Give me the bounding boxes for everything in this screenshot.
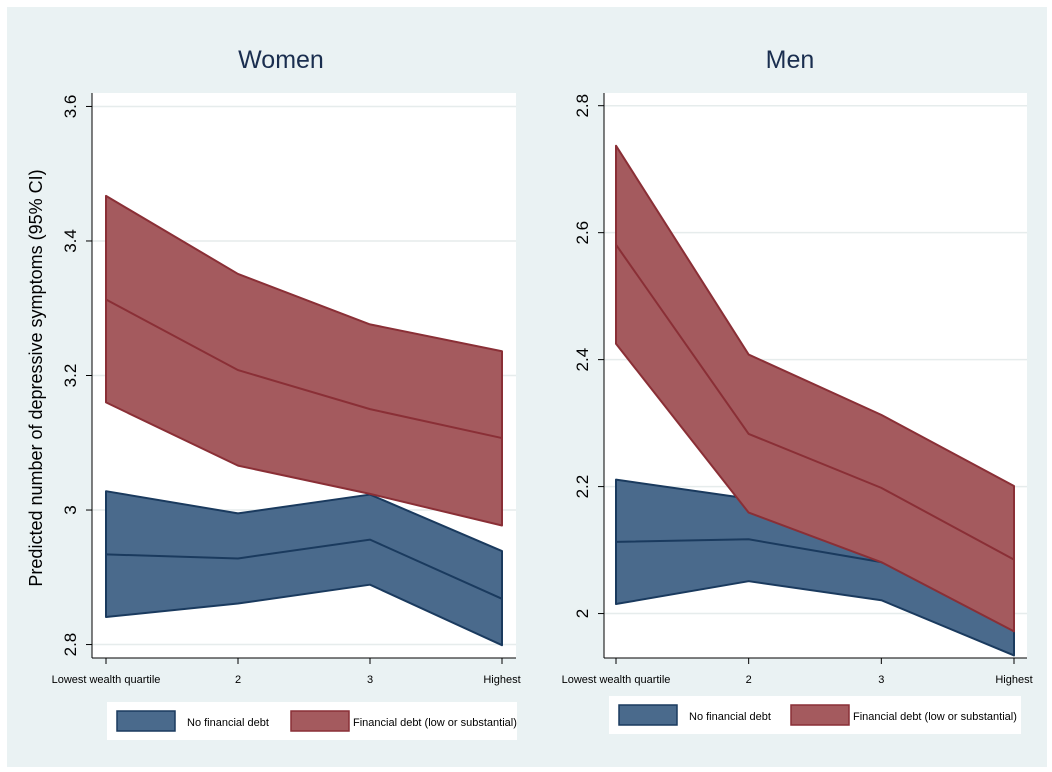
y-tick-label: 3.4 xyxy=(61,229,80,253)
y-tick-label: 3 xyxy=(61,505,80,514)
ci-band-debt xyxy=(105,194,503,527)
x-tick-label: Lowest wealth quartile xyxy=(52,674,161,686)
y-tick-label: 2.8 xyxy=(61,633,80,657)
y-tick-label: 2.8 xyxy=(573,94,592,118)
estimate-line-debt xyxy=(105,298,503,440)
x-tick-label: Lowest wealth quartile xyxy=(562,674,671,686)
x-tick-label: 3 xyxy=(878,674,884,686)
y-tick-label: 2.6 xyxy=(573,221,592,245)
x-tick-label: 2 xyxy=(235,674,241,686)
ci-band-no-debt xyxy=(105,490,503,647)
legend-key-no-debt xyxy=(618,704,678,726)
y-tick-label: 2.2 xyxy=(573,475,592,499)
x-tick-label: Highest xyxy=(483,674,520,686)
y-tick-label: 2 xyxy=(573,609,592,618)
y-axis-title: Predicted number of depressive symptoms … xyxy=(26,169,46,586)
legend-key-debt xyxy=(790,704,850,726)
legend-key-debt xyxy=(290,710,350,732)
y-tick-label: 3.6 xyxy=(61,95,80,119)
legend-key-no-debt xyxy=(116,710,176,732)
legend-label-no-debt: No financial debt xyxy=(187,717,269,729)
x-tick-label: 2 xyxy=(746,674,752,686)
estimate-line-no-debt xyxy=(105,538,503,600)
ci-band-debt xyxy=(615,144,1015,633)
legend-label-no-debt: No financial debt xyxy=(689,711,771,723)
panel-title: Men xyxy=(766,46,815,74)
x-tick-label: Highest xyxy=(995,674,1032,686)
estimate-line-debt xyxy=(615,244,1015,561)
legend-label-debt: Financial debt (low or substantial) xyxy=(353,717,517,729)
y-tick-label: 3.2 xyxy=(61,364,80,388)
panel-title: Women xyxy=(238,46,324,74)
x-tick-label: 3 xyxy=(367,674,373,686)
legend-label-debt: Financial debt (low or substantial) xyxy=(853,711,1017,723)
y-tick-label: 2.4 xyxy=(573,348,592,372)
